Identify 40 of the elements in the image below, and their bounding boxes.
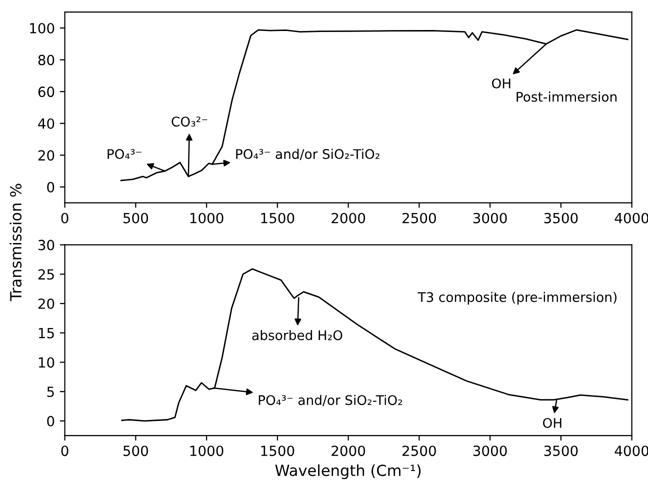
- x-tick-label: 3500: [544, 446, 578, 456]
- y-tick-label: 15: [38, 328, 54, 338]
- x-tick-label: 1500: [261, 212, 294, 224]
- y-tick-label: 60: [38, 86, 54, 98]
- x-tick-label: 3000: [473, 446, 507, 456]
- x-axis-title: Wavelength (Cm⁻¹): [275, 464, 421, 480]
- y-tick-label: 30: [38, 240, 54, 250]
- x-tick-label: 1000: [190, 446, 224, 456]
- y-tick-label: 80: [38, 54, 54, 66]
- x-tick-label: 3500: [544, 212, 578, 224]
- y-tick-label: 100: [30, 22, 54, 34]
- y-tick-label: 25: [38, 269, 54, 280]
- x-tick-label: 500: [123, 446, 148, 456]
- x-tick-label: 2500: [402, 212, 436, 224]
- annotation: CO₃²⁻: [172, 116, 208, 127]
- y-tick-label: 20: [38, 150, 54, 161]
- annotation: PO₄³⁻ and/or SiO₂-TiO₂: [236, 148, 380, 160]
- annotation: PO₄³⁻ and/or SiO₂-TiO₂: [258, 394, 402, 406]
- annotation: Post-immersion: [516, 92, 617, 102]
- x-tick-label: 3000: [473, 212, 507, 224]
- x-tick-label: 2500: [402, 446, 436, 456]
- annotation: OH: [492, 78, 510, 88]
- x-tick-label: 1500: [261, 446, 294, 456]
- y-tick-label: 0: [47, 182, 54, 192]
- y-tick-label: 40: [38, 118, 54, 129]
- y-axis-title: Transmission %: [10, 184, 22, 302]
- y-tick-label: 5: [47, 386, 54, 398]
- x-tick-label: 1000: [190, 212, 224, 224]
- x-tick-label: 2000: [332, 446, 366, 456]
- annotation: PO₄³⁻: [108, 149, 142, 160]
- x-tick-label: 2000: [332, 212, 366, 224]
- x-tick-label: 500: [123, 212, 148, 224]
- annotation: T3 composite (pre-immersion): [418, 292, 616, 305]
- annotation: OH: [543, 418, 562, 428]
- x-tick-label: 0: [61, 446, 68, 456]
- y-tick-label: 0: [47, 416, 54, 426]
- annotation: absorbed H₂O: [252, 330, 342, 340]
- y-tick-label: 10: [38, 357, 54, 368]
- y-tick-label: 20: [38, 298, 54, 310]
- x-tick-label: 0: [61, 212, 68, 224]
